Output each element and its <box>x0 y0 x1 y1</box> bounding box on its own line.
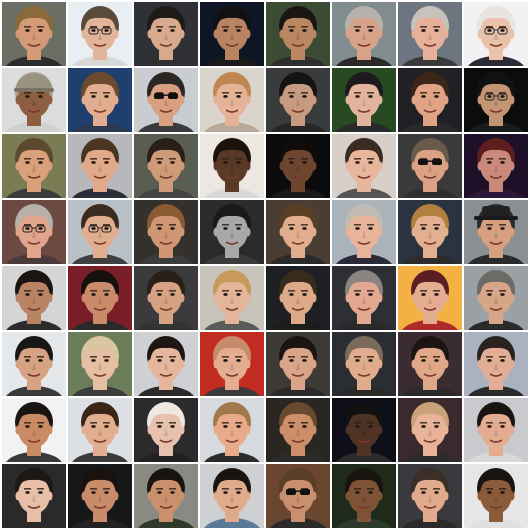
face-thumbnail-r3-c3 <box>134 134 198 198</box>
face-thumbnail-r3-c1 <box>2 134 66 198</box>
face-thumbnail-r7-c2 <box>68 398 132 462</box>
face-thumbnail-r7-c7 <box>398 398 462 462</box>
face-thumbnail-r6-c7 <box>398 332 462 396</box>
face-thumbnail-r6-c3 <box>134 332 198 396</box>
face-thumbnail-r8-c6 <box>332 464 396 528</box>
face-thumbnail-r4-c1 <box>2 200 66 264</box>
face-thumbnail-r1-c1 <box>2 2 66 66</box>
face-thumbnail-r3-c7 <box>398 134 462 198</box>
face-thumbnail-r5-c4 <box>200 266 264 330</box>
face-thumbnail-r7-c6 <box>332 398 396 462</box>
face-thumbnail-r4-c4 <box>200 200 264 264</box>
face-thumbnail-r6-c1 <box>2 332 66 396</box>
face-thumbnail-r5-c3 <box>134 266 198 330</box>
face-thumbnail-r2-c1 <box>2 68 66 132</box>
face-thumbnail-r2-c4 <box>200 68 264 132</box>
face-thumbnail-r4-c5 <box>266 200 330 264</box>
face-thumbnail-r7-c8 <box>464 398 528 462</box>
face-thumbnail-r6-c6 <box>332 332 396 396</box>
face-thumbnail-r5-c7 <box>398 266 462 330</box>
face-thumbnail-r5-c1 <box>2 266 66 330</box>
face-thumbnail-r5-c5 <box>266 266 330 330</box>
face-thumbnail-r1-c3 <box>134 2 198 66</box>
face-thumbnail-r1-c8 <box>464 2 528 66</box>
face-thumbnail-r3-c6 <box>332 134 396 198</box>
face-thumbnail-r4-c3 <box>134 200 198 264</box>
face-thumbnail-r4-c6 <box>332 200 396 264</box>
face-thumbnail-r2-c5 <box>266 68 330 132</box>
face-thumbnail-r7-c1 <box>2 398 66 462</box>
face-thumbnail-r2-c3 <box>134 68 198 132</box>
face-thumbnail-r2-c2 <box>68 68 132 132</box>
face-thumbnail-r3-c4 <box>200 134 264 198</box>
face-thumbnail-r8-c2 <box>68 464 132 528</box>
face-thumbnail-r7-c3 <box>134 398 198 462</box>
face-thumbnail-r8-c8 <box>464 464 528 528</box>
face-thumbnail-r6-c8 <box>464 332 528 396</box>
face-thumbnail-r8-c5 <box>266 464 330 528</box>
face-thumbnail-r6-c2 <box>68 332 132 396</box>
face-thumbnail-r7-c4 <box>200 398 264 462</box>
face-thumbnail-r4-c8 <box>464 200 528 264</box>
face-thumbnail-r3-c2 <box>68 134 132 198</box>
face-thumbnail-r6-c5 <box>266 332 330 396</box>
face-thumbnail-r5-c8 <box>464 266 528 330</box>
face-thumbnail-r7-c5 <box>266 398 330 462</box>
face-thumbnail-r8-c3 <box>134 464 198 528</box>
face-thumbnail-r3-c5 <box>266 134 330 198</box>
face-thumbnail-r5-c6 <box>332 266 396 330</box>
face-thumbnail-r4-c2 <box>68 200 132 264</box>
face-thumbnail-r1-c5 <box>266 2 330 66</box>
face-thumbnail-r2-c6 <box>332 68 396 132</box>
face-thumbnail-r2-c7 <box>398 68 462 132</box>
face-thumbnail-r3-c8 <box>464 134 528 198</box>
face-thumbnail-r1-c2 <box>68 2 132 66</box>
face-thumbnail-r6-c4 <box>200 332 264 396</box>
face-thumbnail-r8-c1 <box>2 464 66 528</box>
face-thumbnail-r2-c8 <box>464 68 528 132</box>
face-thumbnail-r8-c7 <box>398 464 462 528</box>
face-thumbnail-r1-c7 <box>398 2 462 66</box>
face-thumbnail-r1-c6 <box>332 2 396 66</box>
face-thumbnail-r8-c4 <box>200 464 264 528</box>
face-thumbnail-r5-c2 <box>68 266 132 330</box>
face-thumbnail-r1-c4 <box>200 2 264 66</box>
face-thumbnail-r4-c7 <box>398 200 462 264</box>
